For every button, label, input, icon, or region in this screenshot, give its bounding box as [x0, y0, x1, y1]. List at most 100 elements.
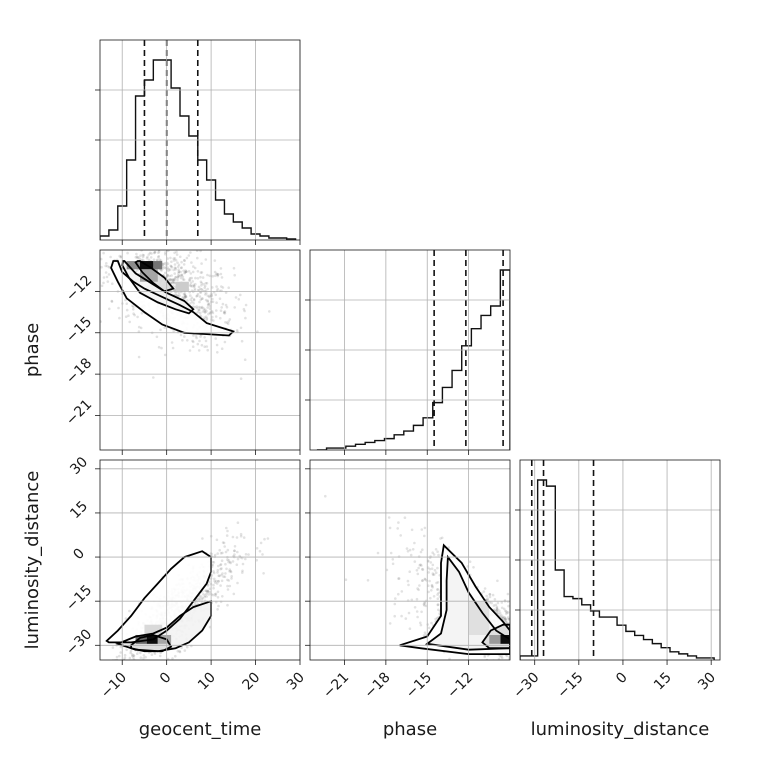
x-tick-label: 30 — [695, 670, 719, 694]
scatter-point — [217, 574, 220, 577]
scatter-point — [80, 247, 83, 250]
scatter-point — [171, 657, 174, 660]
scatter-point — [204, 293, 207, 296]
scatter-point — [193, 305, 197, 309]
scatter-point — [142, 254, 145, 257]
scatter-point — [119, 645, 123, 649]
scatter-point — [176, 294, 180, 297]
scatter-point — [241, 569, 244, 573]
scatter-point — [118, 654, 121, 658]
scatter-point — [155, 258, 159, 262]
scatter-point — [215, 343, 219, 347]
scatter-point — [225, 321, 229, 325]
scatter-point — [212, 586, 215, 590]
scatter-point — [235, 563, 239, 566]
scatter-point — [171, 346, 175, 350]
scatter-point — [196, 277, 200, 280]
scatter-point — [123, 695, 126, 698]
scatter-point — [437, 591, 440, 595]
scatter-point — [118, 254, 121, 258]
panel-hist-luminosity_distance — [515, 459, 721, 665]
scatter-point — [262, 572, 265, 575]
scatter-point — [213, 579, 216, 583]
scatter-point — [507, 662, 510, 665]
scatter-point — [236, 521, 240, 524]
scatter-point — [140, 682, 143, 685]
scatter-point — [436, 581, 440, 584]
scatter-point — [152, 247, 155, 250]
scatter-point — [102, 281, 105, 285]
scatter-point — [236, 550, 239, 554]
scatter-point — [217, 579, 220, 583]
scatter-point — [486, 598, 490, 602]
scatter-point — [181, 275, 185, 279]
scatter-point — [179, 276, 183, 280]
scatter-point — [226, 558, 229, 561]
scatter-point — [226, 588, 230, 591]
scatter-point — [199, 287, 202, 291]
scatter-point — [196, 342, 200, 346]
panel-hist-geocent_time — [95, 39, 301, 245]
scatter-point — [172, 257, 175, 260]
scatter-point — [203, 594, 207, 597]
scatter-point — [507, 661, 510, 664]
scatter-point — [482, 590, 486, 593]
scatter-point — [413, 560, 417, 563]
scatter-point — [200, 262, 203, 265]
scatter-point — [182, 292, 186, 296]
scatter-point — [206, 589, 210, 593]
scatter-point — [180, 646, 183, 650]
scatter-point — [432, 553, 436, 556]
density-block — [126, 261, 140, 270]
scatter-point — [394, 597, 397, 600]
scatter-point — [168, 278, 172, 281]
scatter-point — [242, 536, 246, 539]
scatter-point — [219, 551, 223, 555]
scatter-point — [131, 304, 134, 308]
scatter-point — [190, 284, 194, 288]
scatter-point — [199, 250, 202, 253]
scatter-point — [508, 655, 510, 659]
scatter-point — [226, 578, 229, 582]
histogram-step-line — [100, 59, 297, 240]
scatter-point — [139, 254, 142, 257]
scatter-point — [422, 603, 426, 606]
scatter-point — [227, 286, 230, 290]
scatter-point — [177, 274, 181, 278]
scatter-point — [241, 571, 244, 574]
y-tick-label: −18 — [63, 355, 95, 387]
scatter-point — [223, 575, 227, 579]
scatter-point — [263, 537, 266, 541]
scatter-point — [131, 664, 134, 667]
scatter-point — [216, 272, 220, 276]
scatter-point — [244, 553, 248, 556]
scatter-point — [173, 263, 177, 266]
scatter-point — [233, 549, 236, 553]
scatter-point — [228, 568, 231, 571]
scatter-point — [165, 247, 168, 250]
scatter-point — [170, 265, 173, 268]
scatter-point — [157, 255, 160, 259]
scatter-point — [192, 283, 195, 287]
scatter-point — [99, 696, 102, 699]
scatter-point — [507, 664, 510, 667]
scatter-point — [199, 335, 202, 338]
scatter-point — [190, 300, 194, 303]
scatter-point — [199, 275, 202, 279]
scatter-point — [214, 337, 217, 340]
scatter-point — [255, 518, 259, 521]
scatter-point — [193, 284, 196, 288]
scatter-point — [175, 253, 179, 256]
scatter-point — [141, 253, 145, 257]
scatter-point — [142, 656, 145, 660]
scatter-point — [178, 247, 181, 250]
scatter-point — [237, 298, 241, 301]
scatter-point — [145, 257, 149, 260]
scatter-point — [406, 549, 410, 553]
scatter-point — [163, 266, 166, 269]
x-tick-label: 20 — [239, 670, 263, 694]
scatter-point — [421, 579, 424, 582]
scatter-point — [492, 604, 496, 607]
scatter-point — [92, 697, 95, 700]
scatter-point — [205, 592, 208, 596]
